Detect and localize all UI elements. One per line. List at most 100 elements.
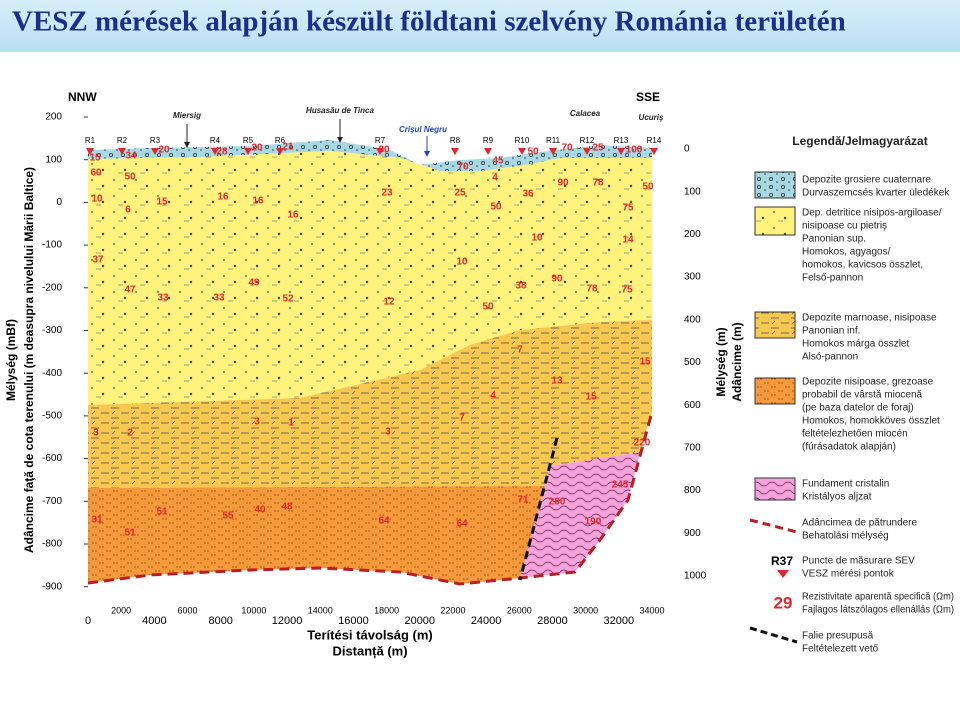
section-end: NNW: [68, 90, 97, 104]
x-tick-label: 26000: [507, 605, 532, 615]
x-tick-label: 8000: [208, 615, 232, 627]
resistivity-value: 3: [93, 428, 99, 439]
y2-tick-label: 0: [684, 144, 690, 155]
y2-tick-label: 600: [684, 400, 701, 411]
y2-tick-label: 900: [684, 528, 701, 539]
resistivity-value: 3: [254, 417, 260, 428]
legend-label: (fúrásadatok alapján): [802, 442, 896, 453]
resistivity-value: 34: [125, 151, 137, 162]
y-tick-label: -800: [42, 539, 62, 550]
legend-swatch: [749, 626, 798, 644]
layer-quaternary: [88, 140, 652, 171]
legend-label: Dep. detritice nisipos-argiloase/: [802, 208, 942, 219]
resistivity-value: 245: [612, 480, 629, 491]
resistivity-value: 15: [156, 197, 168, 208]
x-tick-label: 6000: [178, 605, 198, 615]
resistivity-value: 15: [585, 392, 597, 403]
legend-label: probabil de vârstă miocenă: [802, 390, 923, 401]
place-name: Ucuriş: [639, 113, 664, 122]
resistivity-value: 78: [592, 178, 604, 189]
x-axis-title: Distanță (m): [332, 643, 407, 658]
resistivity-value: 48: [281, 502, 293, 513]
station-label: R7: [375, 136, 386, 145]
resistivity-value: 50: [482, 302, 494, 313]
x-tick-label: 12000: [272, 615, 303, 627]
resistivity-value: 4: [490, 391, 496, 402]
resistivity-value: 64: [378, 516, 390, 527]
legend-label: homokos, kavicsos összlet,: [802, 260, 923, 271]
title: VESZ mérések alapján készült földtani sz…: [12, 6, 846, 38]
layer-lower-pannonian: [88, 320, 652, 488]
y2-axis-title: Mélység (m): [714, 327, 728, 396]
resistivity-value: 25: [592, 143, 604, 154]
y-tick-label: -200: [42, 282, 62, 293]
legend-swatch: [777, 570, 789, 578]
layer-basement: [520, 452, 640, 578]
resistivity-value: 190: [585, 517, 602, 528]
legend-label: Rezistivitate aparentă specifică (Ωm): [802, 592, 954, 603]
legend-swatch: [754, 171, 796, 199]
x-tick-label: 4000: [142, 615, 166, 627]
legend-label: Fajlagos látszólagos ellenállás (Ωm): [802, 605, 954, 616]
legend-label: Homokos, homokköves összlet: [802, 416, 940, 427]
resistivity-value: 50: [490, 202, 502, 213]
y-tick-label: 0: [56, 197, 62, 208]
resistivity-value: 16: [217, 192, 229, 203]
station-marker: [244, 148, 252, 155]
station-marker: [86, 148, 94, 155]
resistivity-value: 10: [456, 257, 468, 268]
legend-label: Panonian sup.: [802, 234, 866, 245]
resistivity-value: 45: [492, 156, 504, 167]
legend-label: Panonian inf.: [802, 326, 860, 337]
x-tick-label: 22000: [440, 605, 465, 615]
legend-label: nisipoase cu pietriş: [802, 221, 887, 232]
resistivity-value: 75: [622, 203, 634, 214]
resistivity-value: 33: [213, 293, 225, 304]
legend-label: Fundament cristalin: [802, 479, 889, 490]
station-marker: [650, 148, 658, 155]
legend-label: Puncte de măsurare SEV: [802, 556, 915, 567]
station-label: R8: [450, 136, 461, 145]
resistivity-value: 25: [454, 188, 466, 199]
section-end: SSE: [636, 90, 660, 104]
resistivity-value: 78: [586, 284, 598, 295]
legend-label: Behatolási mélység: [802, 531, 889, 542]
resistivity-value: 13: [551, 376, 563, 387]
resistivity-value: 47: [124, 285, 136, 296]
station-marker: [211, 148, 219, 155]
y-tick-label: -700: [42, 496, 62, 507]
y2-tick-label: 200: [684, 229, 701, 240]
x-tick-label: 2000: [111, 605, 131, 615]
legend-station: R37: [771, 554, 793, 568]
legend-swatch: [754, 206, 796, 236]
legend-value: 29: [774, 593, 793, 612]
resistivity-value: 4: [492, 173, 498, 184]
resistivity-value: 51: [156, 507, 168, 518]
legend-swatch: [754, 377, 796, 405]
resistivity-value: 38: [515, 281, 527, 292]
resistivity-value: 6: [125, 205, 131, 216]
station-label: R12: [580, 136, 595, 145]
station-label: R3: [150, 136, 161, 145]
resistivity-value: 70: [561, 143, 573, 154]
y2-tick-label: 500: [684, 357, 701, 368]
legend-label: Depozite nisipoase, grezoase: [802, 377, 934, 388]
y-tick-label: -600: [42, 453, 62, 464]
y-tick-label: -100: [42, 240, 62, 251]
legend-label: Durvaszemcsés kvarter üledékek: [802, 188, 950, 199]
layer-upper-pannonian: [88, 151, 652, 405]
station-marker: [583, 148, 591, 155]
layer-miocene: [88, 486, 545, 584]
station-label: R2: [117, 136, 128, 145]
station-marker: [451, 148, 459, 155]
resistivity-value: 220: [634, 438, 651, 449]
y2-tick-label: 700: [684, 443, 701, 454]
y2-axis-title: Adâncime (m): [730, 322, 744, 401]
fault: [518, 437, 559, 581]
resistivity-value: 100: [626, 145, 643, 156]
resistivity-value: 40: [254, 505, 266, 516]
x-tick-label: 18000: [374, 605, 399, 615]
x-tick-label: 30000: [573, 605, 598, 615]
legend-swatch: [749, 518, 798, 534]
resistivity-value: 2: [127, 428, 133, 439]
